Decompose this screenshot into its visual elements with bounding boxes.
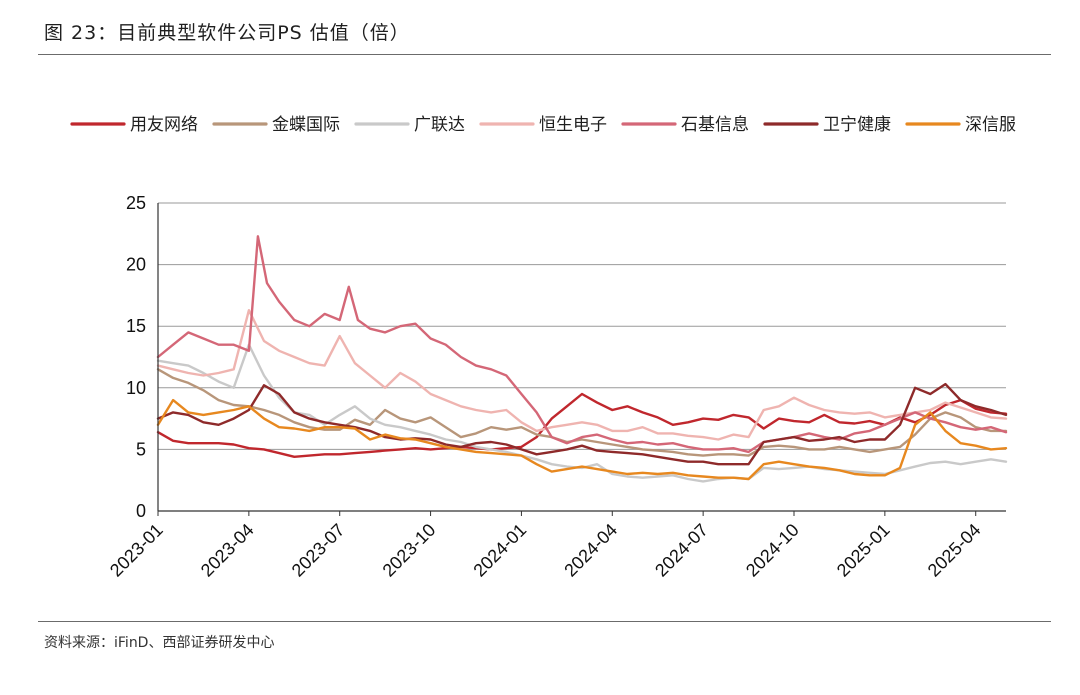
y-tick-label: 0 <box>136 501 146 521</box>
y-tick-label: 10 <box>126 378 146 398</box>
legend-label: 广联达 <box>414 115 465 135</box>
legend-label: 深信服 <box>965 115 1016 135</box>
x-tick-label: 2024-04 <box>560 520 621 581</box>
x-tick-label: 2023-04 <box>197 520 258 581</box>
y-tick-label: 15 <box>126 316 146 336</box>
legend-label: 石基信息 <box>681 115 749 135</box>
figure-title: 图 23：目前典型软件公司PS 估值（倍） <box>44 22 410 44</box>
x-tick-label: 2023-01 <box>106 520 167 581</box>
x-tick-label: 2024-01 <box>469 520 530 581</box>
x-tick-label: 2023-07 <box>288 520 349 581</box>
series-line-1 <box>156 392 1008 458</box>
series-line-3 <box>156 343 1008 483</box>
source-note: 资料来源：iFinD、西部证券研发中心 <box>44 635 275 651</box>
x-tick-label: 2024-07 <box>651 520 712 581</box>
y-tick-label: 5 <box>136 439 146 459</box>
x-tick-label: 2025-01 <box>833 520 894 581</box>
title-rule <box>38 54 1051 55</box>
source-rule <box>38 621 1051 622</box>
series-line-5 <box>156 235 1008 454</box>
x-tick-label: 2025-04 <box>924 520 985 581</box>
series-line-4 <box>156 309 1008 441</box>
legend-label: 用友网络 <box>130 115 198 135</box>
legend-label: 卫宁健康 <box>823 115 891 135</box>
x-tick-label: 2024-10 <box>742 520 803 581</box>
legend-label: 金蝶国际 <box>272 115 340 135</box>
chart-grid <box>158 202 1006 450</box>
series-line-6 <box>156 382 1008 466</box>
chart-legend: 用友网络 金蝶国际 广联达 恒生电子 石基信息 卫宁健康 深信服 <box>70 115 1016 135</box>
y-tick-label: 25 <box>126 193 146 213</box>
legend-label: 恒生电子 <box>539 115 607 135</box>
x-tick-label: 2023-10 <box>379 520 440 581</box>
series-line-2 <box>156 368 1008 457</box>
chart-axes: 0 5 10 15 20 25 2023-01 2023-04 2023-07 2023-10 20… <box>106 193 1006 581</box>
y-tick-label: 20 <box>126 255 146 275</box>
series-line-7 <box>156 398 1008 481</box>
chart-series-group <box>156 235 1008 483</box>
